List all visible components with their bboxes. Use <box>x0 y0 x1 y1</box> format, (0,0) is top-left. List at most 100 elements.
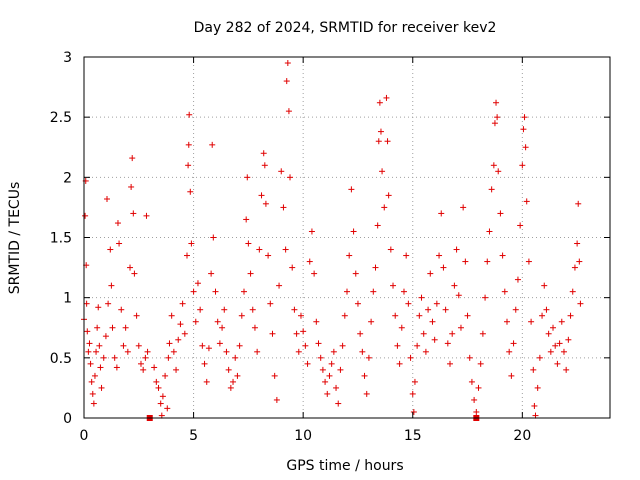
data-point <box>346 252 353 259</box>
data-point <box>522 144 529 151</box>
data-point <box>90 400 97 407</box>
data-point <box>354 300 361 307</box>
data-point <box>324 390 331 397</box>
data-point <box>118 306 125 313</box>
data-point <box>219 324 226 331</box>
data-point <box>418 294 425 301</box>
data-point <box>482 294 489 301</box>
data-point <box>550 324 557 331</box>
data-point <box>261 162 268 169</box>
data-point <box>124 348 131 355</box>
data-point <box>433 300 440 307</box>
data-point <box>405 300 412 307</box>
data-point <box>212 288 219 295</box>
data-point <box>157 400 164 407</box>
data-point <box>236 342 243 349</box>
data-point <box>258 192 265 199</box>
data-point <box>197 306 204 313</box>
data-point <box>536 354 543 361</box>
data-point <box>302 342 309 349</box>
data-point <box>422 348 429 355</box>
data-point <box>102 333 109 340</box>
data-point <box>247 270 254 277</box>
data-point <box>494 114 501 121</box>
data-point <box>390 282 397 289</box>
data-point <box>440 264 447 271</box>
data-point <box>473 408 480 415</box>
data-point <box>256 246 263 253</box>
data-point <box>451 282 458 289</box>
data-point <box>83 300 90 307</box>
data-point <box>185 141 192 148</box>
data-point <box>297 312 304 319</box>
data-point <box>306 258 313 265</box>
data-point <box>95 304 102 311</box>
data-point <box>190 288 197 295</box>
data-point <box>188 240 195 247</box>
data-point <box>187 188 194 195</box>
data-point <box>543 306 550 313</box>
data-point <box>392 312 399 319</box>
data-point <box>528 318 535 325</box>
x-axis-label: GPS time / hours <box>286 458 403 474</box>
data-point <box>357 330 364 337</box>
data-point <box>466 354 473 361</box>
data-point <box>223 348 230 355</box>
data-point <box>313 318 320 325</box>
data-point <box>374 222 381 229</box>
data-point <box>477 360 484 367</box>
data-point <box>273 396 280 403</box>
data-point <box>530 366 537 373</box>
data-point <box>486 228 493 235</box>
data-point <box>381 204 388 211</box>
data-point <box>521 114 528 121</box>
data-point <box>547 348 554 355</box>
data-point <box>444 340 451 347</box>
data-point <box>372 264 379 271</box>
data-point <box>409 390 416 397</box>
data-point <box>552 342 559 349</box>
data-point <box>216 340 223 347</box>
data-point <box>162 372 169 379</box>
data-point <box>177 321 184 328</box>
data-point <box>479 330 486 337</box>
data-point <box>260 150 267 157</box>
data-point <box>104 195 111 202</box>
data-point <box>333 384 340 391</box>
data-point <box>411 378 418 385</box>
data-point <box>431 336 438 343</box>
data-point <box>186 111 193 118</box>
data-point <box>129 155 136 162</box>
data-point <box>278 168 285 175</box>
data-point <box>410 408 417 415</box>
data-point <box>491 120 498 127</box>
data-point <box>396 360 403 367</box>
data-point <box>271 372 278 379</box>
data-point <box>227 384 234 391</box>
data-point <box>142 354 149 361</box>
data-point <box>155 384 162 391</box>
data-point <box>328 360 335 367</box>
data-point <box>339 342 346 349</box>
data-point <box>317 354 324 361</box>
data-point <box>230 378 237 385</box>
data-point <box>497 210 504 217</box>
data-point <box>539 312 546 319</box>
data-point <box>517 222 524 229</box>
data-point <box>471 396 478 403</box>
data-point <box>85 348 92 355</box>
data-point <box>447 360 454 367</box>
data-point <box>436 252 443 259</box>
data-point <box>449 330 456 337</box>
data-point <box>427 270 434 277</box>
data-point <box>175 336 182 343</box>
data-point <box>330 348 337 355</box>
chart-title: Day 282 of 2024, SRMTID for receiver kev… <box>194 20 497 36</box>
x-tick-label: 0 <box>80 428 89 444</box>
data-point <box>514 276 521 283</box>
data-point <box>519 162 526 169</box>
data-point <box>407 354 414 361</box>
data-point <box>209 141 216 148</box>
data-point <box>221 306 228 313</box>
